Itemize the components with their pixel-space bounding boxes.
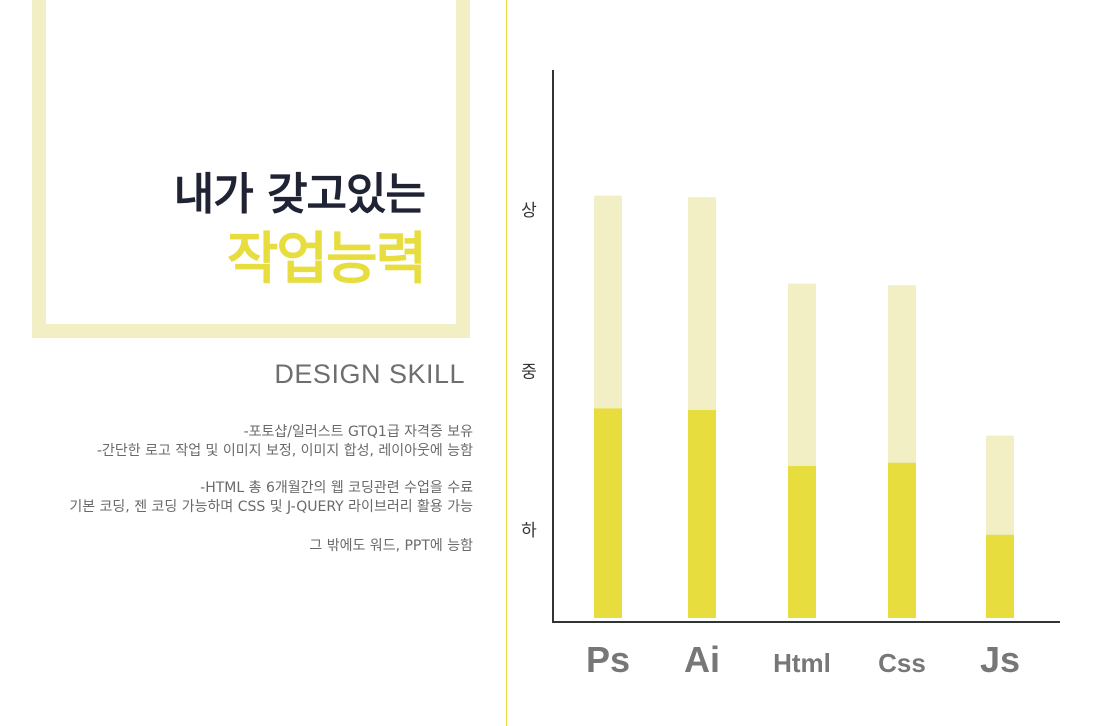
y-tick-label: 중 — [521, 363, 537, 383]
bar-current-js — [986, 534, 1014, 618]
x-tick-label-ai: Ai — [684, 639, 720, 680]
heading-line2: 작업능력 — [226, 227, 427, 292]
heading-line1: 내가 갖고있는 — [173, 169, 426, 220]
x-tick-label-html: Html — [773, 648, 831, 678]
desc-line-5: 그 밖에도 워드, PPT에 능함 — [309, 538, 473, 554]
bar-current-html — [788, 466, 816, 618]
divider-line — [506, 0, 507, 726]
desc-line-1: -포토샵/일러스트 GTQ1급 자격증 보유 — [243, 424, 473, 440]
bar-current-css — [888, 462, 916, 618]
bar-current-ps — [594, 408, 622, 618]
design-skill-title: DESIGN SKILL — [274, 359, 465, 389]
x-tick-label-ps: Ps — [586, 639, 630, 680]
desc-line-3: -HTML 총 6개월간의 웹 코딩관련 수업을 수료 — [200, 480, 473, 496]
decorative-frame — [32, 0, 470, 338]
x-tick-label-js: Js — [980, 639, 1020, 680]
bar-current-ai — [688, 410, 716, 618]
y-tick-label: 하 — [521, 521, 537, 541]
x-tick-label-css: Css — [878, 648, 926, 678]
y-tick-label: 상 — [521, 201, 537, 221]
desc-line-4: 기본 코딩, 젠 코딩 가능하며 CSS 및 J-QUERY 라이브러리 활용 … — [69, 499, 473, 515]
desc-line-2: -간단한 로고 작업 및 이미지 보정, 이미지 합성, 레이아웃에 능함 — [96, 443, 473, 459]
